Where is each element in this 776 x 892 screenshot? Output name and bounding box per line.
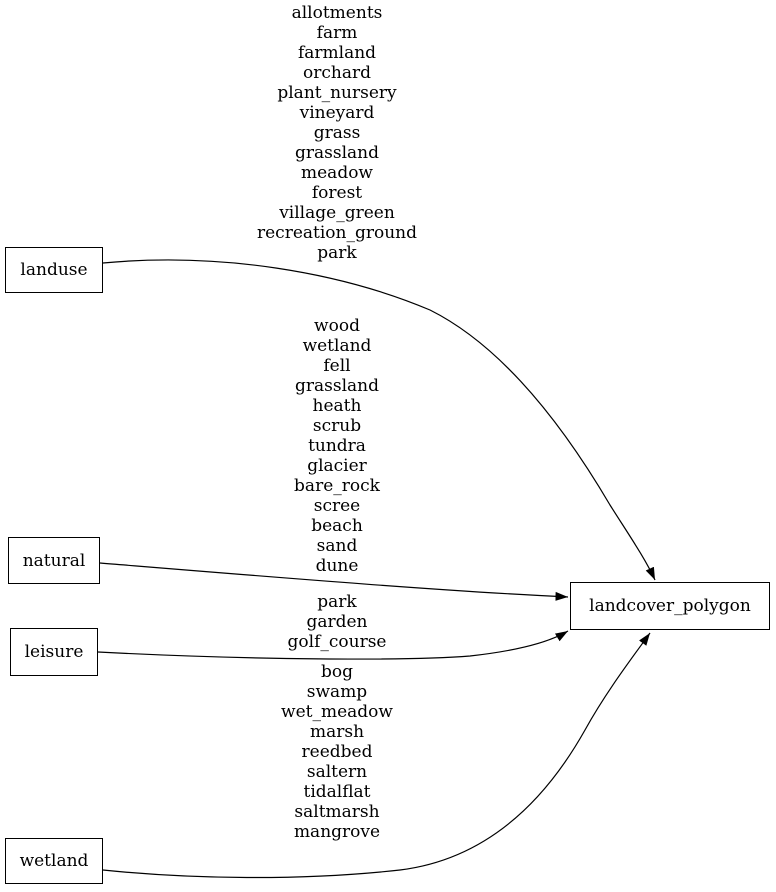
edge-label-natural-values: wood wetland fell grassland heath scrub …	[294, 316, 380, 576]
node-natural: natural	[8, 537, 100, 584]
edge-leisure-to-landcover-polygon	[97, 630, 569, 660]
node-landuse-label: landuse	[20, 260, 88, 280]
edge-landuse-to-landcover-polygon	[102, 259, 656, 581]
node-landuse: landuse	[5, 247, 103, 293]
edge-label-leisure-values: park garden golf_course	[287, 592, 387, 652]
node-wetland-label: wetland	[19, 851, 89, 871]
node-landcover-polygon-label: landcover_polygon	[589, 596, 751, 616]
node-landcover-polygon: landcover_polygon	[570, 582, 770, 630]
edge-label-landuse-values: allotments farm farmland orchard plant_n…	[256, 3, 417, 263]
edge-natural-to-landcover-polygon	[99, 562, 569, 601]
edge-wetland-to-landcover-polygon	[102, 632, 651, 879]
node-leisure-label: leisure	[24, 642, 84, 662]
node-wetland: wetland	[5, 838, 103, 884]
node-natural-label: natural	[22, 550, 86, 571]
edge-label-wetland-values: bog swamp wet_meadow marsh reedbed salte…	[281, 662, 393, 842]
node-leisure: leisure	[10, 628, 98, 676]
